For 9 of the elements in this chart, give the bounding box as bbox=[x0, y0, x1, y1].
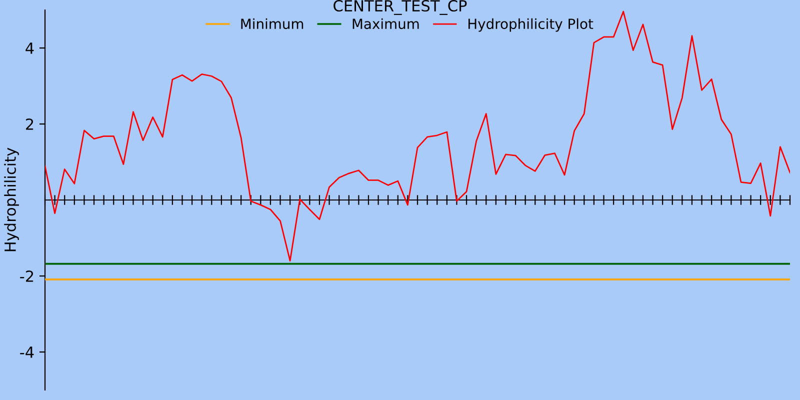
y-axis-title: Hydrophilicity bbox=[4, 148, 19, 252]
chart-title: CENTER_TEST_CP bbox=[334, 0, 467, 15]
legend-label: Minimum bbox=[241, 18, 304, 30]
y-tick-label: 4 bbox=[26, 42, 34, 54]
y-tick-label: -2 bbox=[20, 270, 34, 282]
legend-label: Maximum bbox=[352, 18, 419, 30]
y-tick-label: 2 bbox=[26, 118, 34, 130]
legend-label: Hydrophilicity Plot bbox=[468, 18, 594, 32]
y-tick-label: -4 bbox=[20, 346, 34, 358]
